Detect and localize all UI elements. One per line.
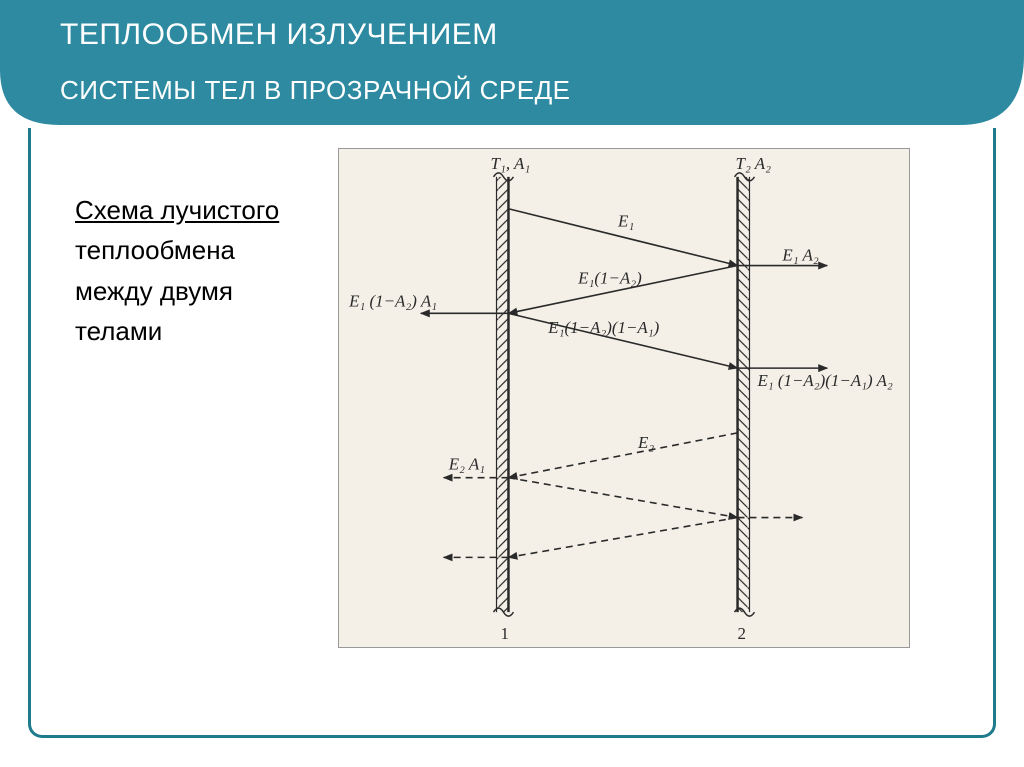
radiation-diagram: T₁, A₁ T₂ A₂ E₁ E₁ A₂ E₁(1−A₂) E₁ (1−A₂)…	[338, 148, 910, 648]
label-E1-1mA2-A1: E₁ (1−A₂) A₁	[348, 291, 437, 310]
label-E1-1mA2: E₁(1−A₂)	[577, 268, 642, 287]
label-E2: E₂	[637, 433, 654, 452]
label-E1A2: E₁ A₂	[781, 246, 818, 265]
caption-line4: телами	[75, 316, 162, 346]
rays-E1	[421, 209, 827, 368]
caption-line3: между двумя	[75, 276, 233, 306]
label-E2A1: E₂ A₁	[448, 455, 485, 474]
label-wall1-num: 1	[500, 624, 508, 643]
label-E1-1mA2-1mA1-A2: E₁ (1−A₂)(1−A₁) A₂	[756, 371, 892, 390]
title-line-1: ТЕПЛООБМЕН ИЗЛУЧЕНИЕМ	[60, 18, 498, 52]
label-E1: E₁	[617, 212, 634, 231]
label-T1A1: T₁, A₁	[491, 154, 531, 173]
wall-2	[735, 173, 755, 616]
title-line-2: СИСТЕМЫ ТЕЛ В ПРОЗРАЧНОЙ СРЕДЕ	[60, 75, 571, 106]
label-wall2-num: 2	[738, 624, 746, 643]
label-E1-1mA2-1mA1: E₁(1−A₂)(1−A₁)	[547, 318, 659, 337]
caption-line1: Схема лучистого	[75, 195, 279, 225]
caption: Схема лучистого теплообмена между двумя …	[75, 190, 335, 351]
label-T2A2: T₂ A₂	[736, 154, 772, 173]
caption-line2: теплообмена	[75, 235, 235, 265]
wall-1	[494, 173, 514, 616]
